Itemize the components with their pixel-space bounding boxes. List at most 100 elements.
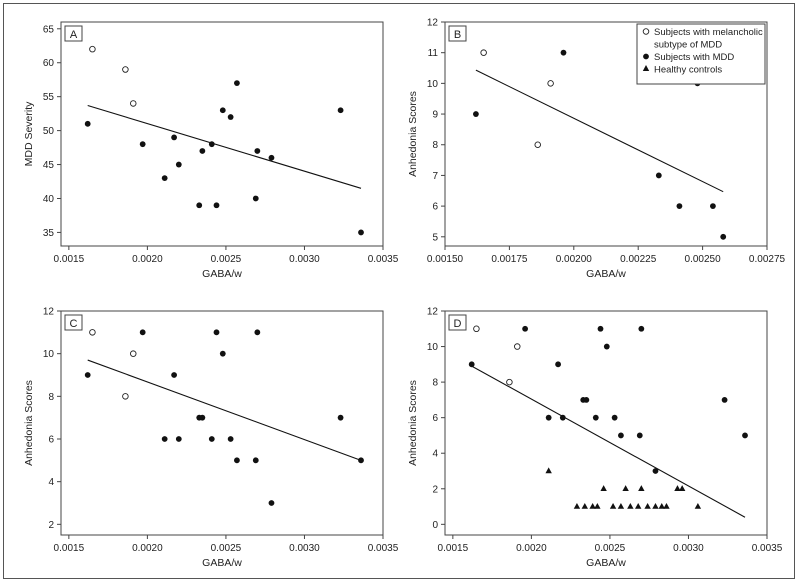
- x-tick-label: 0.0015: [54, 543, 85, 554]
- y-tick-label: 4: [432, 449, 438, 460]
- y-tick-label: 50: [43, 126, 55, 137]
- y-axis-label: Anhedonia Scores: [23, 380, 35, 466]
- point-mdd: [742, 432, 748, 439]
- point-mdd: [175, 161, 182, 168]
- panel-label: A: [64, 25, 83, 42]
- point-mdd: [254, 148, 261, 154]
- point-healthy-control: [678, 485, 686, 491]
- point-healthy-control: [600, 485, 607, 491]
- x-tick-label: 0.00275: [749, 254, 786, 265]
- point-mdd: [555, 361, 561, 368]
- point-mdd: [213, 202, 220, 209]
- point-mdd: [219, 350, 226, 357]
- point-mdd: [710, 203, 716, 210]
- panel-a: A 0.0015 0.0020 0.0025 0.0030 0.0035 35 40 45 50 5…: [23, 21, 399, 280]
- point-melancholic: [122, 66, 129, 73]
- point-mdd: [199, 414, 206, 421]
- x-tick-label: 0.0035: [368, 543, 399, 554]
- point-mdd: [636, 432, 643, 439]
- point-mdd: [161, 175, 168, 182]
- point-melancholic: [506, 378, 513, 386]
- point-mdd: [545, 414, 552, 421]
- panel-label-box: [64, 25, 83, 42]
- panel-label-text: D: [454, 318, 462, 330]
- point-mdd: [638, 325, 645, 332]
- point-mdd: [473, 111, 479, 117]
- y-tick-label: 55: [43, 92, 55, 103]
- point-mdd: [254, 329, 261, 336]
- point-mdd: [234, 80, 240, 86]
- y-tick-label: 9: [432, 110, 438, 121]
- x-tick-label: 0.0025: [595, 543, 626, 554]
- point-melancholic: [473, 325, 480, 333]
- y-axis-label: Anhedonia Scores: [407, 91, 419, 177]
- y-tick-label: 10: [427, 342, 439, 353]
- point-melancholic: [534, 141, 541, 148]
- x-tick-label: 0.0015: [438, 543, 469, 554]
- y-tick-label: 4: [48, 477, 54, 488]
- y-axis-label: MDD Severity: [23, 101, 35, 167]
- panel-label-text: C: [70, 318, 78, 330]
- point-healthy-control: [635, 502, 642, 509]
- point-mdd: [219, 107, 226, 114]
- trend-line: [471, 365, 746, 518]
- point-mdd: [358, 229, 364, 236]
- point-mdd: [84, 372, 91, 378]
- panel-label-text: B: [454, 29, 461, 41]
- panel-label-box: [64, 314, 83, 331]
- y-tick-label: 2: [48, 520, 54, 531]
- legend-label: Subjects with melancholic: [654, 27, 763, 38]
- point-mdd: [161, 436, 168, 442]
- x-tick-label: 0.0025: [211, 254, 242, 265]
- panel-label-box: [448, 25, 467, 42]
- point-healthy-control: [652, 502, 659, 509]
- x-tick-label: 0.0020: [132, 543, 163, 554]
- x-tick-label: 0.00250: [685, 254, 722, 265]
- y-tick-label: 11: [428, 48, 439, 59]
- y-tick-label: 7: [432, 171, 438, 182]
- x-tick-label: 0.0030: [289, 254, 320, 265]
- point-mdd: [213, 329, 220, 336]
- x-tick-label: 0.0030: [673, 543, 704, 554]
- trend-line: [475, 69, 724, 193]
- y-tick-label: 65: [43, 24, 55, 35]
- point-mdd: [196, 202, 203, 209]
- point-healthy-control: [627, 502, 634, 509]
- point-mdd: [252, 195, 259, 202]
- point-melancholic: [89, 45, 96, 53]
- point-mdd: [227, 114, 234, 120]
- point-melancholic: [130, 100, 137, 107]
- x-tick-label: 0.00225: [620, 254, 657, 265]
- point-mdd: [337, 414, 344, 421]
- point-melancholic: [89, 329, 96, 336]
- y-tick-label: 45: [43, 160, 55, 171]
- point-healthy-control: [581, 502, 588, 509]
- x-tick-label: 0.0030: [289, 543, 320, 554]
- legend-marker-filled-circle: [643, 53, 649, 60]
- plot-area: [60, 310, 384, 536]
- y-tick-label: 12: [427, 307, 439, 318]
- point-healthy-control: [622, 485, 629, 491]
- point-mdd: [199, 148, 206, 154]
- x-tick-label: 0.00175: [491, 254, 528, 265]
- y-tick-label: 8: [432, 378, 438, 389]
- x-tick-label: 0.0020: [132, 254, 163, 265]
- point-mdd: [358, 457, 364, 464]
- y-tick-label: 12: [43, 307, 55, 318]
- point-mdd: [227, 436, 234, 442]
- panel-label: C: [64, 314, 83, 331]
- point-mdd: [268, 500, 275, 506]
- legend-marker-triangle: [642, 65, 650, 71]
- point-healthy-control: [573, 502, 581, 509]
- point-mdd: [522, 325, 529, 332]
- point-mdd: [139, 141, 146, 148]
- point-mdd: [208, 436, 215, 442]
- point-mdd: [268, 154, 275, 161]
- trend-line: [87, 104, 362, 189]
- point-melancholic: [547, 80, 554, 87]
- point-mdd: [208, 141, 215, 148]
- legend-label: Subjects with MDD: [654, 52, 734, 63]
- y-tick-label: 40: [43, 194, 55, 205]
- point-mdd: [676, 203, 683, 210]
